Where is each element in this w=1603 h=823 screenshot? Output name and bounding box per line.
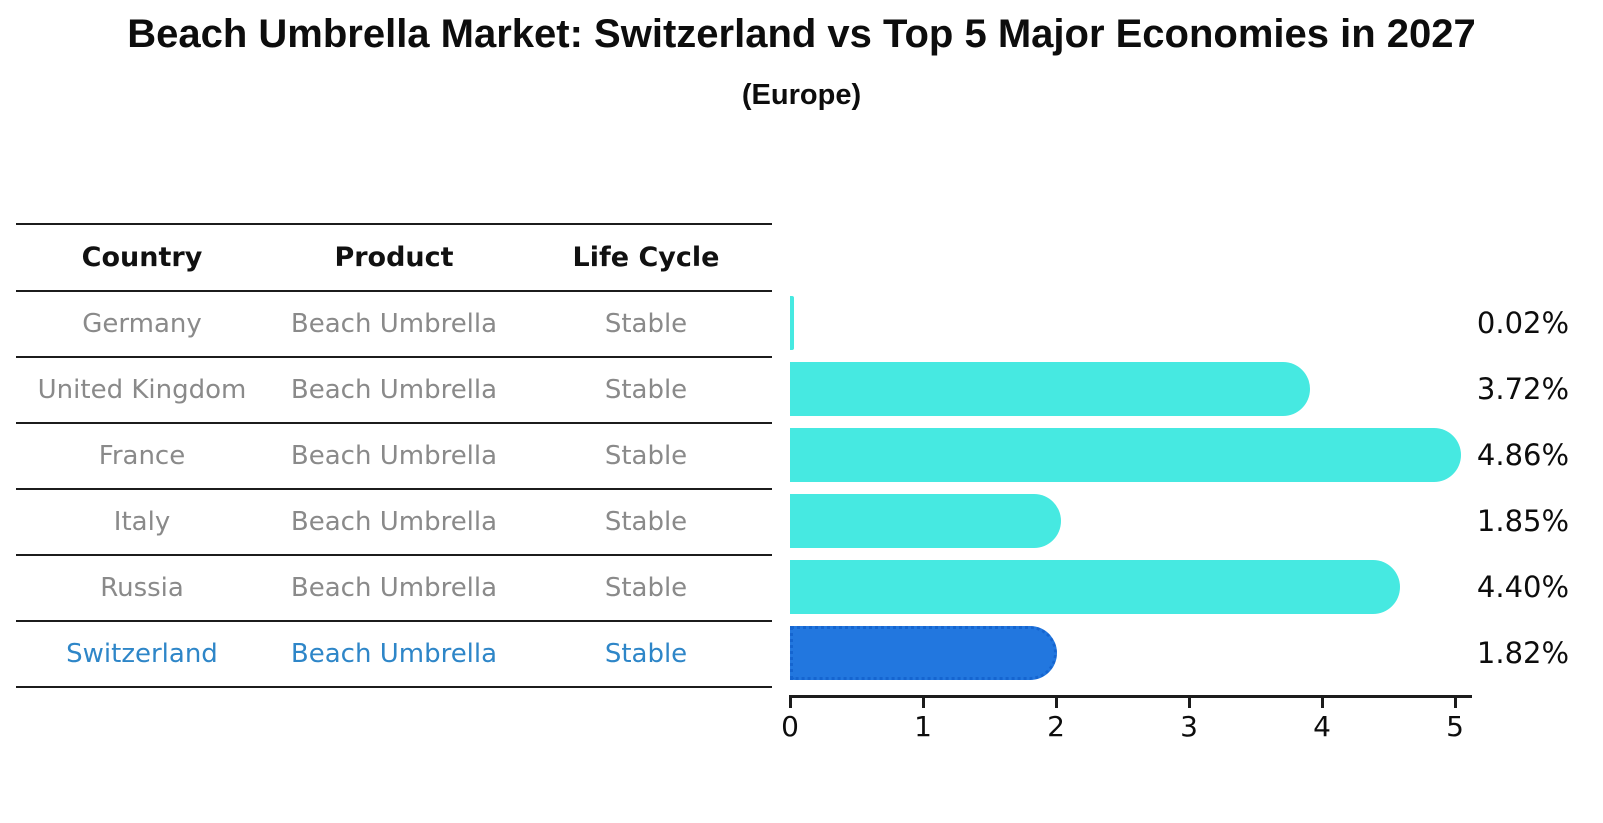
cell-product: Beach Umbrella bbox=[290, 507, 498, 537]
x-axis-tick-label: 0 bbox=[781, 710, 799, 743]
x-axis-tick bbox=[1188, 698, 1191, 708]
table-row-france: France Beach Umbrella Stable bbox=[16, 424, 772, 490]
country-table: Country Product Life Cycle Germany Beach Um… bbox=[16, 223, 772, 688]
value-label-germany: 0.02% bbox=[1476, 306, 1570, 340]
table-header-life-cycle: Life Cycle bbox=[572, 242, 720, 273]
cell-life-cycle: Stable bbox=[604, 507, 688, 537]
x-axis-tick-label: 2 bbox=[1047, 710, 1065, 743]
cell-life-cycle: Stable bbox=[604, 639, 688, 669]
cell-country: France bbox=[98, 441, 186, 471]
table-header-country: Country bbox=[81, 242, 203, 273]
x-axis-tick bbox=[922, 698, 925, 708]
chart-subtitle: (Europe) bbox=[741, 79, 862, 111]
cell-product: Beach Umbrella bbox=[290, 573, 498, 603]
cell-country: Germany bbox=[82, 309, 202, 339]
bar-germany bbox=[790, 296, 794, 350]
table-header-product: Product bbox=[334, 242, 454, 273]
cell-country: Italy bbox=[113, 507, 171, 537]
x-axis-tick bbox=[1321, 698, 1324, 708]
value-label-switzerland: 1.82% bbox=[1476, 636, 1570, 670]
value-label-italy: 1.85% bbox=[1476, 504, 1570, 538]
chart-title: Beach Umbrella Market: Switzerland vs To… bbox=[127, 12, 1476, 56]
value-label-france: 4.86% bbox=[1476, 438, 1570, 472]
value-label-russia: 4.40% bbox=[1476, 570, 1570, 604]
cell-product: Beach Umbrella bbox=[290, 375, 498, 405]
x-axis-tick-label: 3 bbox=[1180, 710, 1198, 743]
cell-country: Russia bbox=[100, 573, 184, 603]
table-row-switzerland: Switzerland Beach Umbrella Stable bbox=[16, 622, 772, 688]
x-axis-tick-label: 4 bbox=[1313, 710, 1331, 743]
bar-russia bbox=[790, 560, 1400, 614]
table-body: Germany Beach Umbrella Stable United Kingdo… bbox=[16, 292, 772, 688]
cell-life-cycle: Stable bbox=[604, 573, 688, 603]
x-axis-tick bbox=[1454, 698, 1457, 708]
cell-life-cycle: Stable bbox=[604, 441, 688, 471]
x-axis-line bbox=[789, 695, 1472, 698]
table-header-row: Country Product Life Cycle bbox=[16, 225, 772, 292]
cell-country: Switzerland bbox=[66, 639, 218, 669]
bar-plot bbox=[790, 290, 1490, 686]
table-row-germany: Germany Beach Umbrella Stable bbox=[16, 292, 772, 358]
cell-product: Beach Umbrella bbox=[290, 309, 498, 339]
cell-life-cycle: Stable bbox=[604, 309, 688, 339]
x-axis-tick-label: 5 bbox=[1446, 710, 1464, 743]
value-label-united-kingdom: 3.72% bbox=[1476, 372, 1570, 406]
x-axis-tick bbox=[789, 698, 792, 708]
bar-united-kingdom bbox=[790, 362, 1310, 416]
bar-switzerland bbox=[790, 626, 1057, 680]
table-row-united-kingdom: United Kingdom Beach Umbrella Stable bbox=[16, 358, 772, 424]
x-axis-tick bbox=[1055, 698, 1058, 708]
cell-life-cycle: Stable bbox=[604, 375, 688, 405]
x-axis-tick-label: 1 bbox=[914, 710, 932, 743]
bar-italy bbox=[790, 494, 1061, 548]
bar-france bbox=[790, 428, 1461, 482]
table-row-italy: Italy Beach Umbrella Stable bbox=[16, 490, 772, 556]
cell-product: Beach Umbrella bbox=[290, 639, 498, 669]
table-row-russia: Russia Beach Umbrella Stable bbox=[16, 556, 772, 622]
cell-product: Beach Umbrella bbox=[290, 441, 498, 471]
cell-country: United Kingdom bbox=[37, 375, 247, 405]
